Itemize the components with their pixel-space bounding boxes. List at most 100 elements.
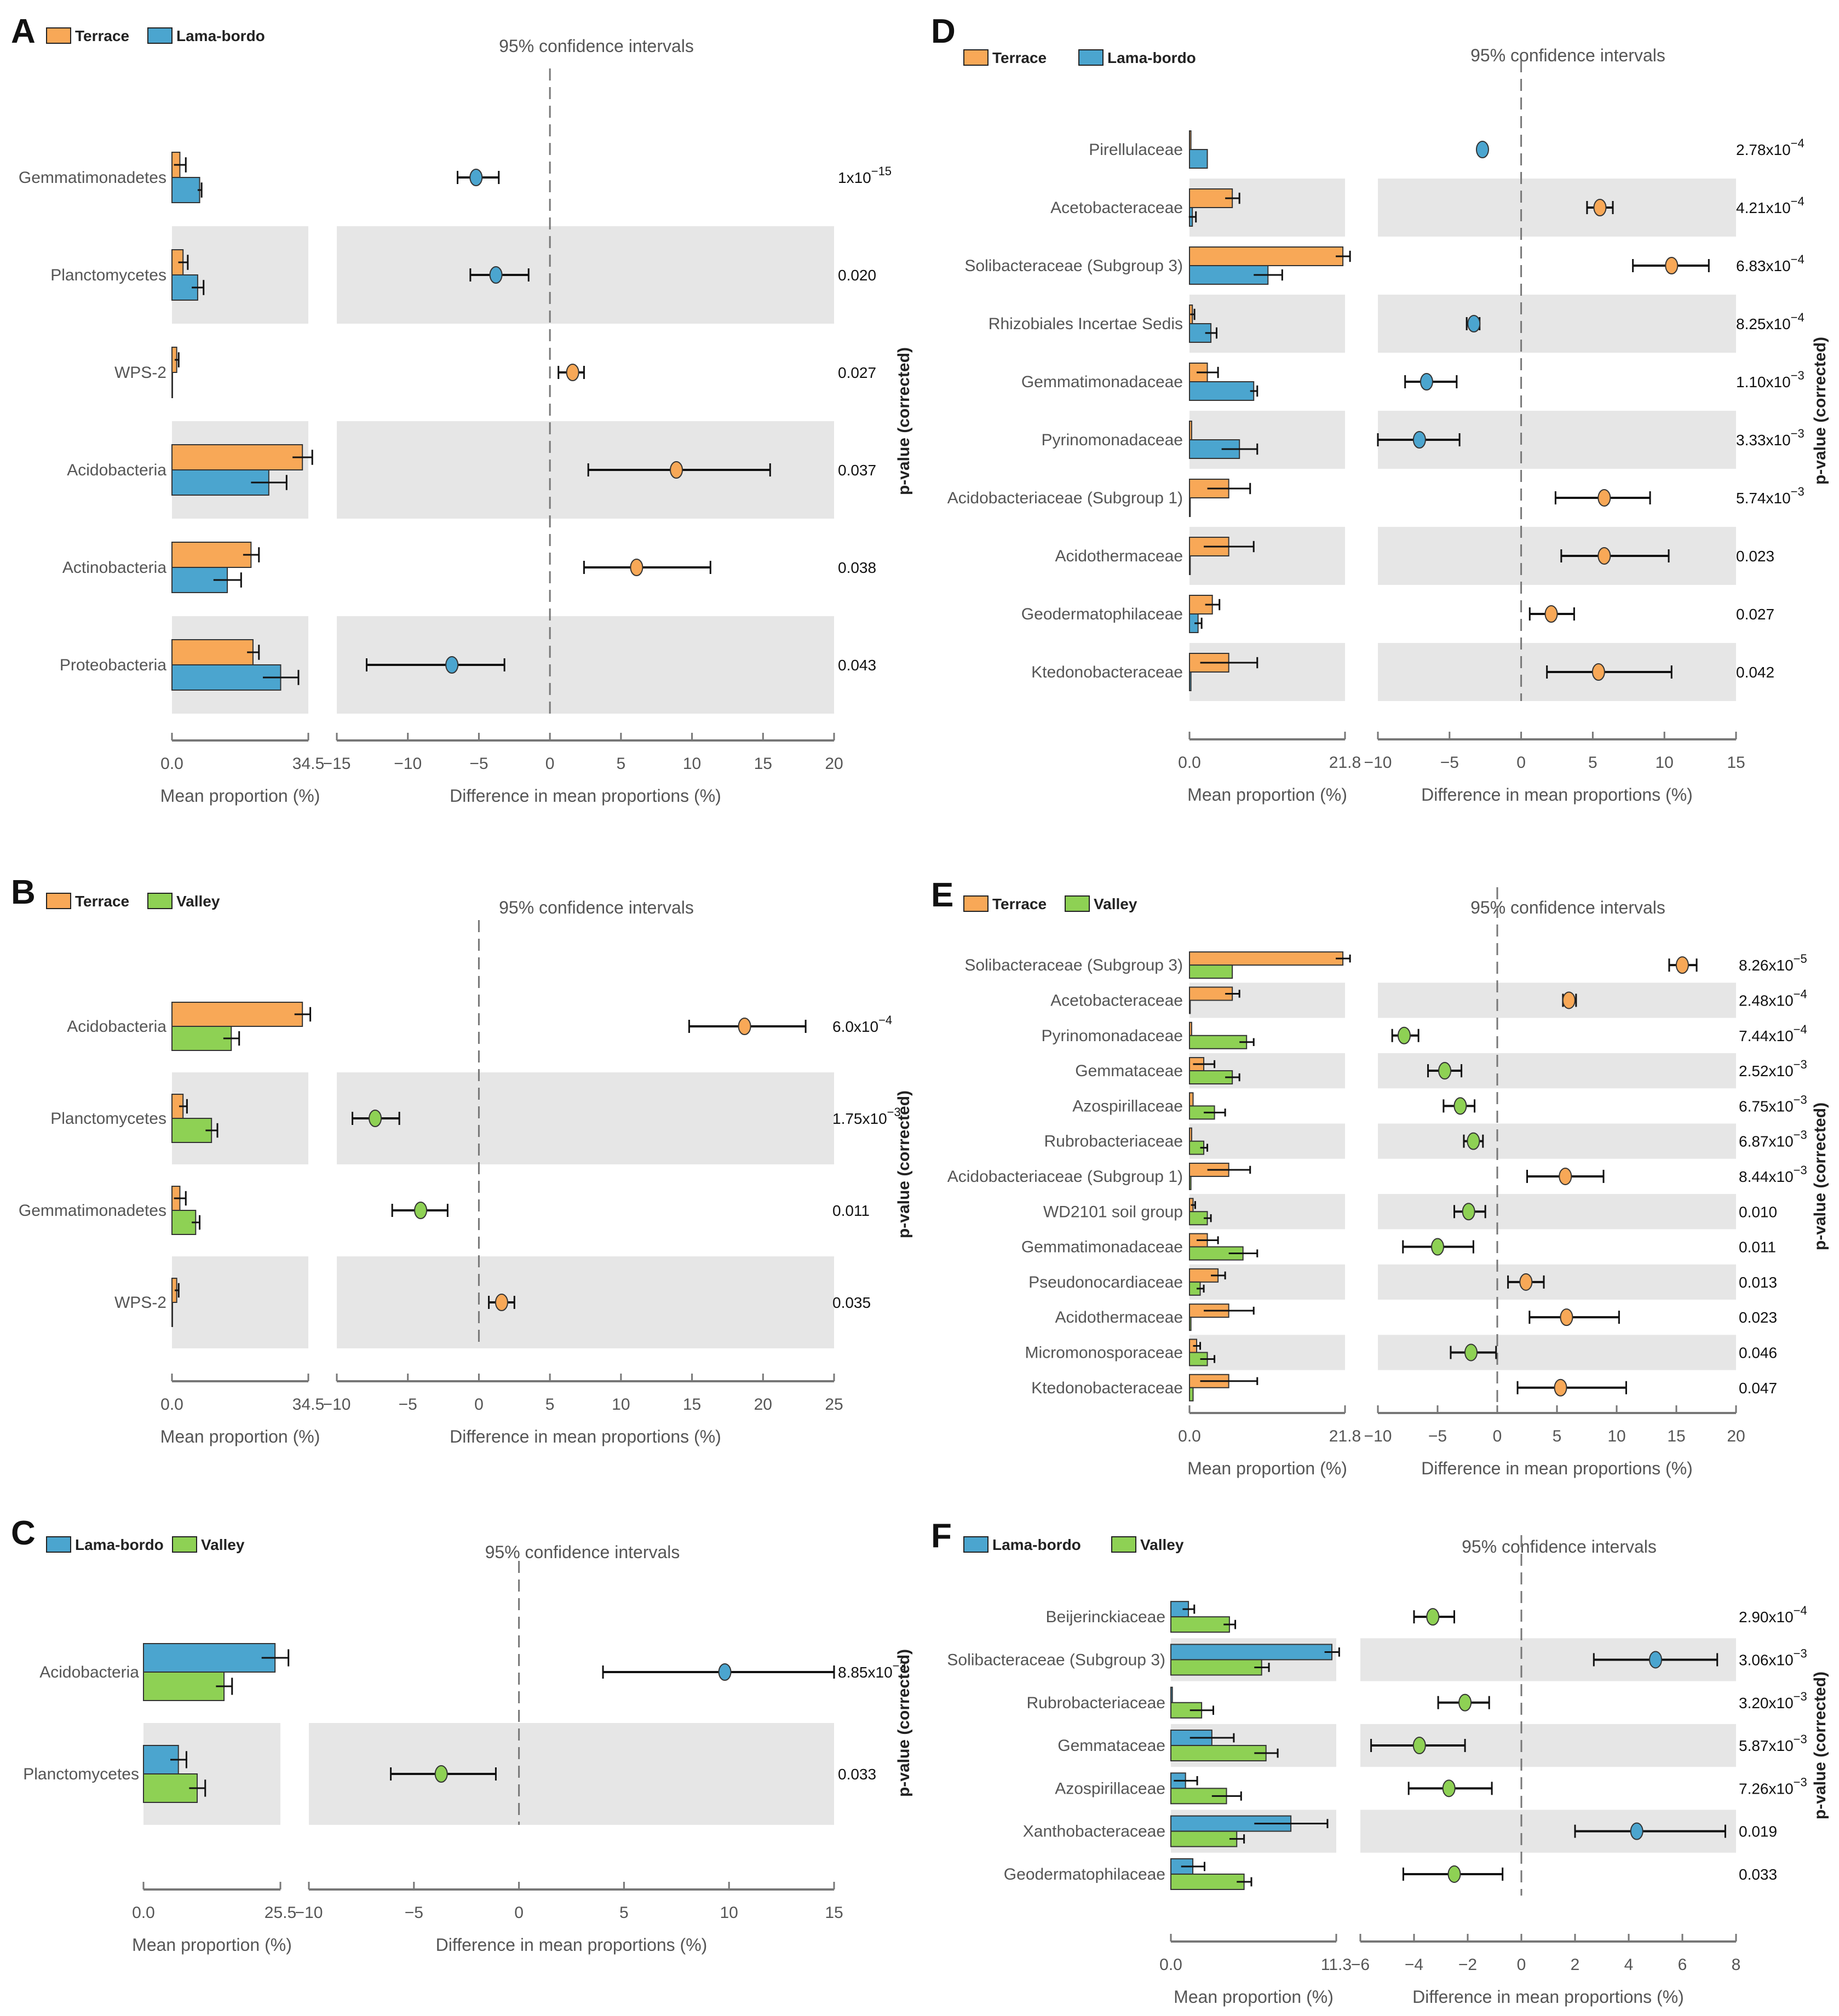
category-label: Ktedonobacteraceae — [1031, 1379, 1183, 1397]
diff-point — [1597, 489, 1611, 507]
panel-letter: D — [931, 13, 956, 50]
p-value: 8.85x10−3 — [838, 1659, 906, 1681]
diff-point — [1562, 991, 1576, 1009]
row-band — [337, 1072, 834, 1164]
mean-tick-label: 11.3 — [1321, 1956, 1352, 1974]
ci-title: 95% confidence intervals — [1462, 1537, 1657, 1556]
p-value: 1x10−15 — [838, 164, 892, 186]
bar-valley — [1189, 964, 1233, 979]
category-label: Solibacteraceae (Subgroup 3) — [947, 1651, 1165, 1669]
diff-tick-label: −15 — [323, 755, 351, 773]
mean-tick-label: 21.8 — [1329, 754, 1361, 772]
p-value: 2.90x10−4 — [1739, 1604, 1807, 1626]
mean-tick-label: 0.0 — [1178, 754, 1201, 772]
diff-point — [469, 169, 483, 186]
pvalue-axis-title: p-value (corrected) — [895, 1649, 913, 1797]
diff-tick-label: 5 — [619, 1904, 629, 1922]
p-value: 3.33x10−3 — [1736, 427, 1804, 449]
row-band — [1378, 983, 1736, 1018]
category-label: Acetobacteraceae — [1050, 991, 1183, 1009]
diff-tick-label: −10 — [295, 1904, 323, 1922]
category-label: Gemmatimonadaceae — [1021, 373, 1183, 391]
p-value: 6.83x10−4 — [1736, 252, 1804, 274]
legend-label: Terrace — [992, 895, 1047, 912]
diff-point — [445, 656, 459, 674]
mean-tick-label: 0.0 — [160, 1395, 183, 1414]
bar-valley — [1189, 1175, 1192, 1190]
category-label: Planctomycetes — [23, 1765, 139, 1783]
bar-terrace — [1189, 1268, 1219, 1283]
ci-title: 95% confidence intervals — [499, 898, 694, 917]
category-label: Beijerinckiaceae — [1046, 1608, 1165, 1626]
diff-tick-label: 10 — [612, 1395, 630, 1414]
diff-tick-label: 0 — [514, 1904, 524, 1922]
bar-valley — [1170, 1616, 1230, 1633]
diff-tick-label: −5 — [1440, 754, 1459, 772]
p-value: 0.035 — [832, 1294, 871, 1311]
diff-tick-label: −6 — [1351, 1956, 1370, 1974]
diff-tick-label: 20 — [1727, 1427, 1745, 1445]
diff-point — [1453, 1097, 1467, 1115]
p-value: 0.023 — [1739, 1309, 1777, 1326]
mean-axis-title: Mean proportion (%) — [1187, 785, 1347, 805]
row-band — [1189, 1123, 1345, 1159]
mean-tick-label: 25.5 — [265, 1904, 296, 1922]
diff-tick-label: −10 — [1364, 754, 1392, 772]
p-value: 8.25x10−4 — [1736, 311, 1804, 332]
panel-letter: A — [11, 13, 36, 50]
pvalue-axis-title: p-value (corrected) — [895, 1090, 913, 1238]
diff-tick-label: −5 — [1428, 1427, 1447, 1445]
diff-tick-label: 5 — [1553, 1427, 1562, 1445]
mean-axis-title: Mean proportion (%) — [1174, 1987, 1334, 2007]
row-band — [1378, 527, 1736, 585]
mean-tick-label: 34.5 — [292, 1395, 324, 1414]
p-value: 2.48x10−4 — [1739, 987, 1807, 1009]
category-label: Actinobacteria — [62, 559, 166, 577]
bar-terrace — [171, 444, 303, 470]
category-label: Acetobacteraceae — [1050, 199, 1183, 217]
diff-point — [369, 1110, 382, 1127]
row-band — [1378, 179, 1736, 237]
pvalue-axis-title: p-value (corrected) — [895, 347, 913, 495]
legend-label: Lama-bordo — [75, 1536, 164, 1553]
legend-swatch-terrace — [46, 27, 71, 44]
row-band — [1378, 1264, 1736, 1300]
bar-terrace — [171, 639, 254, 665]
bar-valley — [143, 1672, 225, 1701]
pvalue-axis-title: p-value (corrected) — [1811, 337, 1829, 485]
diff-point — [1630, 1822, 1643, 1840]
diff-tick-label: 0 — [474, 1395, 484, 1414]
bar-lama-bordo — [1170, 1686, 1173, 1703]
p-value: 6.0x10−4 — [832, 1013, 892, 1035]
row-band — [1378, 295, 1736, 353]
category-label: WD2101 soil group — [1043, 1203, 1183, 1221]
ci-title: 95% confidence intervals — [485, 1542, 680, 1562]
diff-tick-label: −5 — [399, 1395, 417, 1414]
diff-point — [1464, 1343, 1478, 1362]
diff-point — [1438, 1062, 1452, 1080]
bar-lama-bordo — [171, 372, 173, 398]
legend-label: Lama-bordo — [176, 27, 265, 44]
bar-valley — [1170, 1745, 1267, 1762]
diff-point — [1554, 1379, 1567, 1397]
category-label: Acidobacteria — [39, 1663, 139, 1681]
bar-terrace — [1189, 1127, 1192, 1142]
diff-point — [1519, 1273, 1533, 1291]
p-value: 0.033 — [1739, 1866, 1777, 1883]
p-value: 0.033 — [838, 1766, 876, 1783]
diff-tick-label: 15 — [754, 755, 772, 773]
diff-point — [1467, 315, 1481, 332]
diff-point — [1665, 257, 1679, 274]
panel-D: D Terrace Lama-bordo 95% confidence interva… — [931, 13, 1829, 805]
diff-axis-title: Difference in mean proportions (%) — [450, 786, 721, 806]
diff-tick-label: 10 — [1656, 754, 1674, 772]
diff-point — [414, 1202, 428, 1219]
legend-swatch-terrace — [963, 895, 989, 912]
p-value: 0.011 — [1739, 1239, 1776, 1256]
category-label: Proteobacteria — [60, 656, 166, 674]
bar-terrace — [1189, 1092, 1194, 1107]
ci-title: 95% confidence intervals — [1470, 45, 1665, 65]
category-label: Pseudonocardiaceae — [1028, 1273, 1183, 1291]
bar-lama-bordo — [1170, 1601, 1189, 1618]
diff-tick-label: −4 — [1405, 1956, 1423, 1974]
